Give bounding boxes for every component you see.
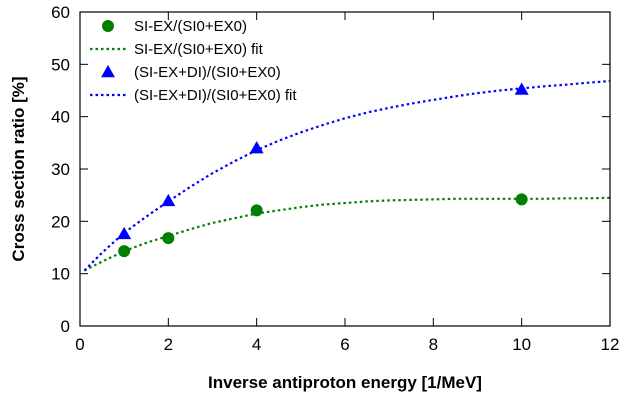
plot-frame [79,11,611,327]
data-point-series-0 [162,232,175,245]
x-axis-label: Inverse antiproton energy [1/MeV] [208,373,482,392]
x-tick-label: 6 [340,335,349,354]
x-tick-label: 0 [75,335,84,354]
legend-entry: SI-EX/(SI0+EX0) fit [134,41,264,58]
y-axis-label: Cross section ratio [%] [9,76,28,261]
legend-entry: SI-EX/(SI0+EX0) [134,18,247,35]
data-point-series-2 [514,82,529,95]
fit-line-series-1 [83,196,611,272]
x-tick-label: 8 [429,335,438,354]
y-tick-label: 0 [61,317,70,336]
data-point-series-0 [250,204,263,217]
data-point-series-2 [117,226,132,240]
data-point-series-0 [515,193,528,206]
x-axis-ticks: 0 2 4 6 8 10 12 [75,12,619,354]
legend-entry: (SI-EX+DI)/(SI0+EX0) [134,64,281,81]
data-points [117,82,529,258]
data-point-series-2 [161,193,176,207]
y-tick-label: 30 [51,160,70,179]
y-axis-ticks: 0 10 20 30 40 50 60 [51,3,610,336]
legend: SI-EX/(SI0+EX0) SI-EX/(SI0+EX0) fit (SI-EX… [90,18,297,104]
y-tick-label: 20 [51,212,70,231]
legend-marker [101,65,115,78]
data-point-series-2 [249,141,264,154]
y-tick-label: 50 [51,55,70,74]
fit-lines [83,80,611,272]
legend-marker [102,20,114,32]
fit-line-series-3 [83,80,611,272]
legend-entry: (SI-EX+DI)/(SI0+EX0) fit [134,87,297,104]
x-tick-label: 4 [252,335,261,354]
x-tick-label: 10 [512,335,531,354]
x-tick-label: 2 [164,335,173,354]
x-tick-label: 12 [601,335,620,354]
data-point-series-0 [118,245,131,258]
y-tick-label: 60 [51,3,70,22]
y-tick-label: 40 [51,108,70,127]
y-tick-label: 10 [51,265,70,284]
